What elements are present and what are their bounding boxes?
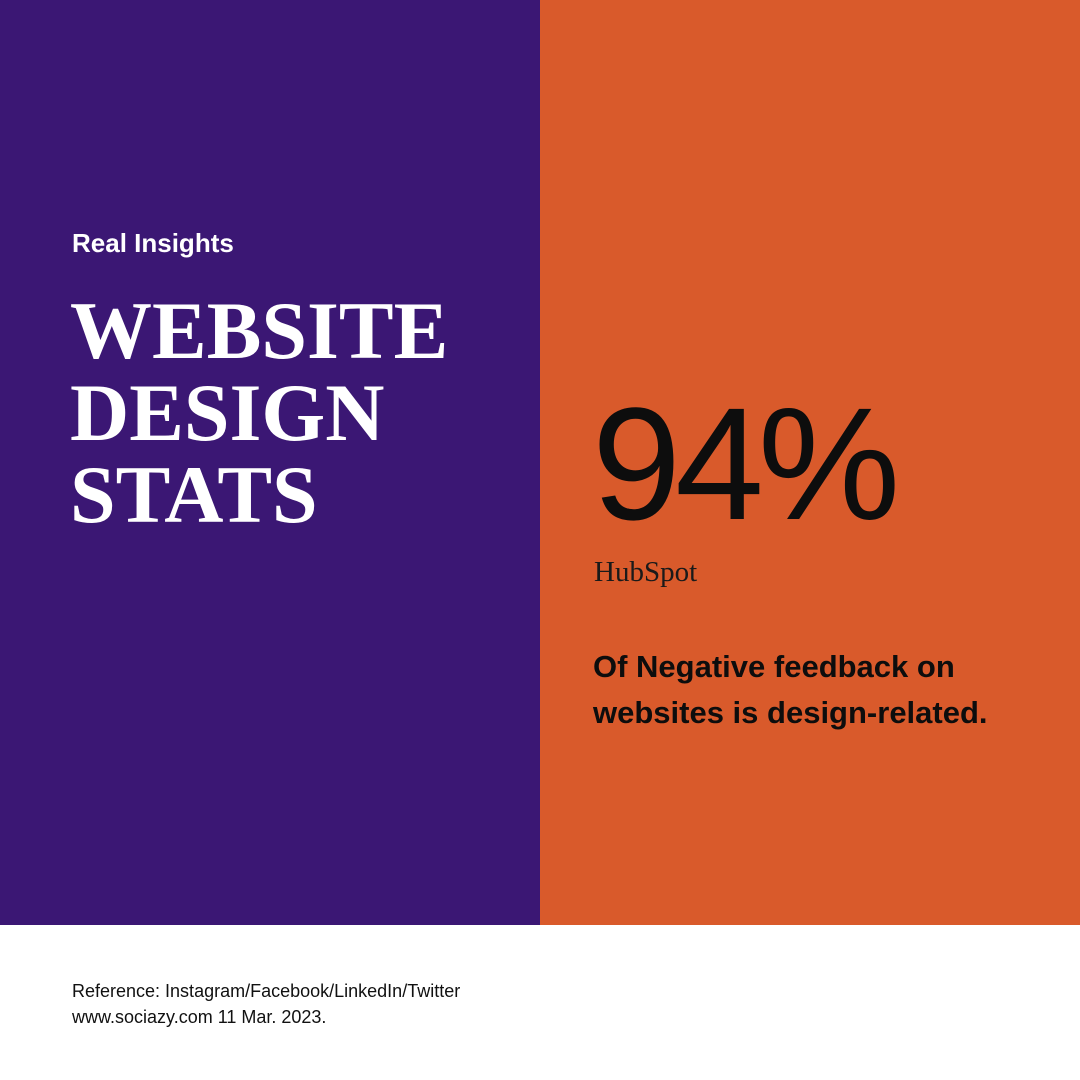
left-panel: Real Insights WEBSITE DESIGN STATS bbox=[0, 0, 540, 925]
footer bbox=[0, 925, 1080, 1080]
stat-description: Of Negative feedback on websites is desi… bbox=[593, 649, 988, 730]
eyebrow-label: Real Insights bbox=[72, 228, 234, 258]
title-line: DESIGN bbox=[70, 367, 385, 458]
title-line: WEBSITE bbox=[70, 285, 449, 376]
reference-note: Reference: Instagram/Facebook/LinkedIn/T… bbox=[72, 978, 460, 1030]
page-title: WEBSITE DESIGN STATS bbox=[70, 290, 520, 536]
stat-source: HubSpot bbox=[594, 556, 698, 588]
site-date-line: www.sociazy.com 11 Mar. 2023. bbox=[72, 1007, 327, 1027]
stat-value: 94% bbox=[592, 374, 900, 553]
title-line: STATS bbox=[70, 449, 318, 540]
right-panel bbox=[540, 0, 1080, 925]
reference-line: Reference: Instagram/Facebook/LinkedIn/T… bbox=[72, 981, 461, 1001]
